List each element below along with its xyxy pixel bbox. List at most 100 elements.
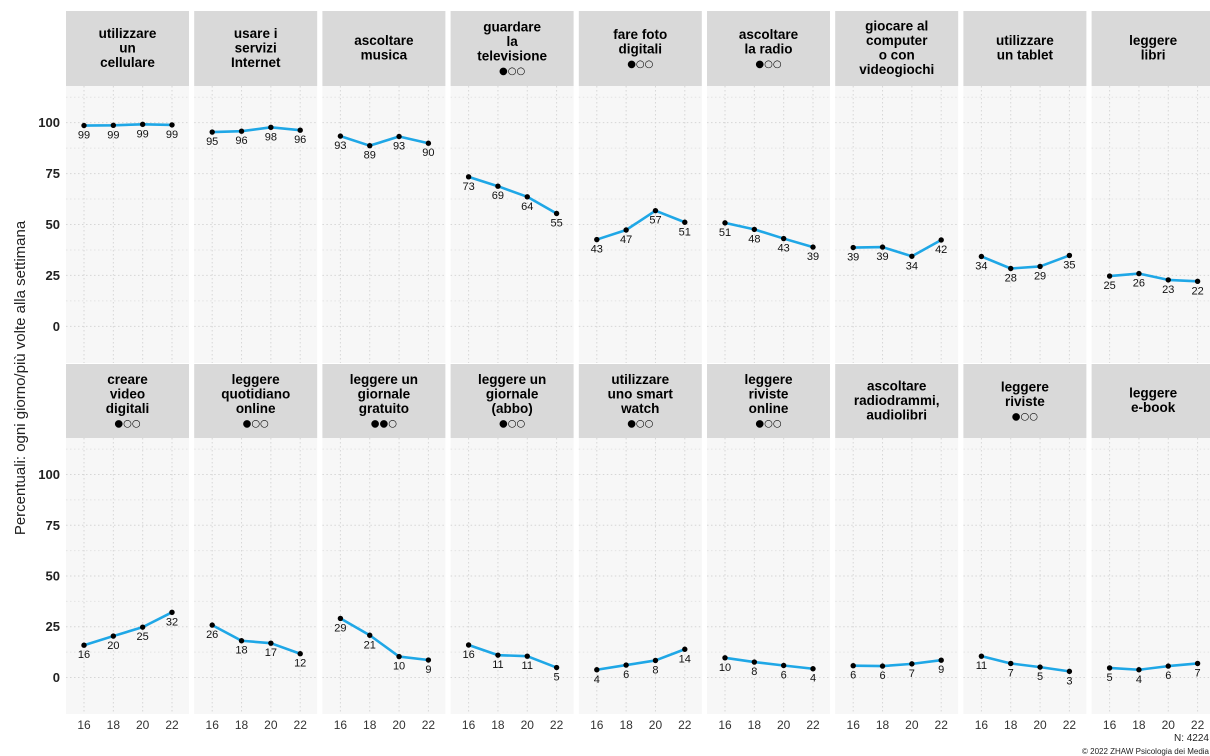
x-tick-label: 16 bbox=[975, 718, 989, 732]
series-line bbox=[467, 175, 558, 215]
significance-marker: ●○○ bbox=[499, 419, 525, 430]
data-label: 25 bbox=[1103, 280, 1115, 292]
y-tick-label: 25 bbox=[46, 619, 60, 634]
x-tick-label: 20 bbox=[1033, 718, 1047, 732]
panel-title-line: gratuito bbox=[359, 401, 409, 416]
x-tick-label: 22 bbox=[935, 718, 949, 732]
data-point bbox=[425, 657, 432, 663]
data-label: 25 bbox=[137, 631, 149, 643]
data-point bbox=[652, 657, 659, 664]
panel-strip bbox=[835, 11, 959, 86]
panel-title-line: leggere bbox=[1001, 379, 1050, 394]
panel-title-line: giornale bbox=[358, 387, 411, 402]
series-line bbox=[82, 122, 174, 127]
panel-title-line: utilizzare bbox=[99, 26, 157, 41]
panel-title-line: giocare al bbox=[865, 19, 928, 34]
panel-title-line: un bbox=[119, 40, 136, 55]
data-point bbox=[553, 210, 560, 217]
panel-title-line: un tablet bbox=[997, 48, 1054, 63]
data-label: 10 bbox=[393, 661, 405, 673]
panel-strip bbox=[707, 364, 830, 438]
y-tick-label: 25 bbox=[46, 268, 60, 283]
data-point bbox=[1136, 667, 1142, 673]
x-tick-label: 16 bbox=[334, 718, 348, 732]
panel-title-line: online bbox=[236, 401, 276, 416]
data-label: 48 bbox=[748, 233, 760, 245]
significance-marker: ●○○ bbox=[755, 59, 781, 70]
data-point bbox=[524, 194, 530, 200]
series-line bbox=[82, 611, 174, 647]
data-point bbox=[850, 663, 856, 669]
data-point bbox=[169, 609, 175, 616]
data-label: 7 bbox=[909, 668, 915, 680]
panel-strip bbox=[1091, 364, 1210, 438]
panel-title-line: leggere un bbox=[350, 372, 418, 387]
x-tick-label: 16 bbox=[206, 718, 220, 732]
data-point bbox=[495, 183, 501, 189]
panel-title-line: guardare bbox=[483, 20, 541, 35]
data-point bbox=[209, 622, 215, 628]
data-label: 9 bbox=[425, 664, 431, 676]
data-label: 11 bbox=[522, 660, 533, 672]
data-label: 11 bbox=[492, 659, 503, 671]
data-label: 99 bbox=[166, 129, 178, 141]
data-label: 99 bbox=[107, 129, 119, 141]
data-label: 26 bbox=[1133, 278, 1145, 290]
data-point bbox=[909, 253, 915, 259]
data-point bbox=[623, 227, 629, 233]
data-label: 4 bbox=[810, 673, 816, 685]
data-label: 5 bbox=[554, 672, 560, 684]
data-label: 42 bbox=[935, 244, 947, 256]
panel-title-line: digitali bbox=[619, 41, 663, 56]
data-point bbox=[722, 220, 728, 226]
data-point bbox=[1194, 278, 1201, 285]
data-label: 23 bbox=[1162, 284, 1174, 296]
data-label: 7 bbox=[1008, 667, 1014, 679]
panel-title-line: digitali bbox=[106, 401, 150, 416]
panel-title-line: creare bbox=[107, 372, 148, 387]
data-point bbox=[1066, 668, 1073, 675]
x-tick-label: 18 bbox=[876, 718, 890, 732]
data-point bbox=[139, 624, 146, 630]
data-label: 39 bbox=[847, 252, 859, 264]
data-point bbox=[337, 133, 344, 139]
series-line bbox=[595, 209, 687, 241]
data-point bbox=[396, 653, 402, 660]
y-axis-title: Percentuali: ogni giorno/più volte alla … bbox=[12, 220, 29, 535]
data-point bbox=[780, 662, 787, 669]
data-point bbox=[1136, 270, 1142, 277]
panel-strip bbox=[450, 11, 574, 86]
panel-title-line: utilizzare bbox=[996, 33, 1054, 48]
x-tick-label: 22 bbox=[1191, 718, 1205, 732]
data-label: 95 bbox=[206, 136, 218, 148]
panel-strip bbox=[578, 364, 702, 438]
data-point bbox=[297, 651, 303, 657]
x-tick-label: 16 bbox=[718, 718, 732, 732]
sample-size-note: N: 4224 bbox=[1174, 733, 1209, 744]
data-label: 51 bbox=[719, 227, 731, 239]
data-point bbox=[1165, 663, 1171, 669]
data-label: 39 bbox=[807, 251, 819, 263]
series-line bbox=[595, 647, 687, 672]
panel-strip bbox=[963, 364, 1087, 438]
series-line bbox=[1108, 272, 1199, 283]
data-label: 29 bbox=[334, 622, 346, 634]
data-label: 6 bbox=[781, 669, 787, 681]
x-tick-label: 16 bbox=[1103, 718, 1117, 732]
y-tick-label: 75 bbox=[46, 518, 60, 533]
data-label: 51 bbox=[679, 226, 691, 238]
panel-title-line: musica bbox=[361, 48, 408, 63]
panel-title-line: ascoltare bbox=[739, 27, 799, 42]
data-label: 90 bbox=[422, 147, 434, 159]
x-tick-label: 20 bbox=[905, 718, 919, 732]
data-point bbox=[1037, 263, 1043, 270]
panel-strip bbox=[322, 364, 446, 438]
data-point bbox=[524, 653, 530, 659]
data-label: 14 bbox=[679, 653, 691, 665]
x-tick-label: 16 bbox=[847, 718, 861, 732]
panel-title-line: giornale bbox=[486, 387, 539, 402]
